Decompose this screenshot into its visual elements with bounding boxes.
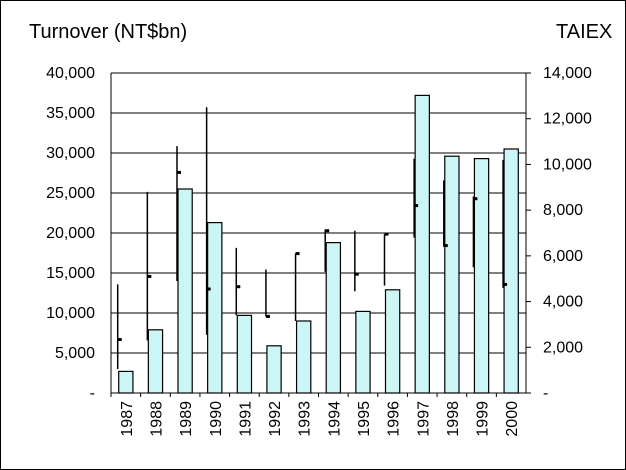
- right-tick-label: -: [543, 385, 548, 402]
- bar-1998: [444, 155, 460, 394]
- bar-1994: [325, 242, 342, 394]
- right-tick-label: 6,000: [543, 248, 583, 265]
- x-tick-label-1996: 1996: [386, 401, 403, 437]
- bar-1997: [414, 94, 430, 394]
- left-tick-label: 15,000: [46, 265, 95, 282]
- x-tick-label-1990: 1990: [208, 401, 225, 437]
- left-tick-label: 25,000: [46, 185, 95, 202]
- right-tick-label: 8,000: [543, 202, 583, 219]
- x-tick-label-1997: 1997: [415, 401, 432, 437]
- right-axis-title: TAIEX: [556, 21, 612, 43]
- right-tick-label: 12,000: [543, 111, 592, 128]
- bar-1991: [236, 314, 253, 394]
- left-axis-title: Turnover (NT$bn): [29, 21, 187, 43]
- bar-1989: [177, 188, 193, 394]
- x-tick-label-1998: 1998: [445, 401, 462, 437]
- bar-1988: [147, 329, 164, 394]
- x-tick-label-1995: 1995: [356, 401, 373, 437]
- right-tick-label: 14,000: [543, 65, 592, 82]
- bar-1987: [118, 370, 134, 394]
- x-tick-label-1991: 1991: [237, 401, 254, 437]
- x-tick-label-1987: 1987: [119, 401, 136, 437]
- left-tick-label: 40,000: [46, 65, 95, 82]
- bar-2000: [503, 148, 519, 394]
- bar-1990: [207, 222, 223, 394]
- x-tick-label-1989: 1989: [178, 401, 195, 437]
- left-tick-label: 20,000: [46, 225, 95, 242]
- bar-1993: [295, 320, 312, 394]
- x-tick-label-1999: 1999: [475, 401, 492, 437]
- left-tick-label: 5,000: [55, 345, 95, 362]
- left-tick-label: 30,000: [46, 145, 95, 162]
- left-tick-label: 35,000: [46, 105, 95, 122]
- x-tick-label-1993: 1993: [297, 401, 314, 437]
- right-tick-label: 10,000: [543, 156, 592, 173]
- left-tick-label: -: [90, 385, 95, 402]
- bar-1996: [384, 289, 401, 394]
- x-tick-label-1988: 1988: [148, 401, 165, 437]
- right-tick-label: 2,000: [543, 339, 583, 356]
- left-tick-label: 10,000: [46, 305, 95, 322]
- right-tick-label: 4,000: [543, 294, 583, 311]
- x-tick-label-2000: 2000: [504, 401, 521, 437]
- x-tick-label-1994: 1994: [326, 401, 343, 437]
- bar-1992: [266, 345, 282, 394]
- bar-1999: [473, 158, 490, 394]
- bar-1995: [355, 310, 371, 394]
- x-tick-label-1992: 1992: [267, 401, 284, 437]
